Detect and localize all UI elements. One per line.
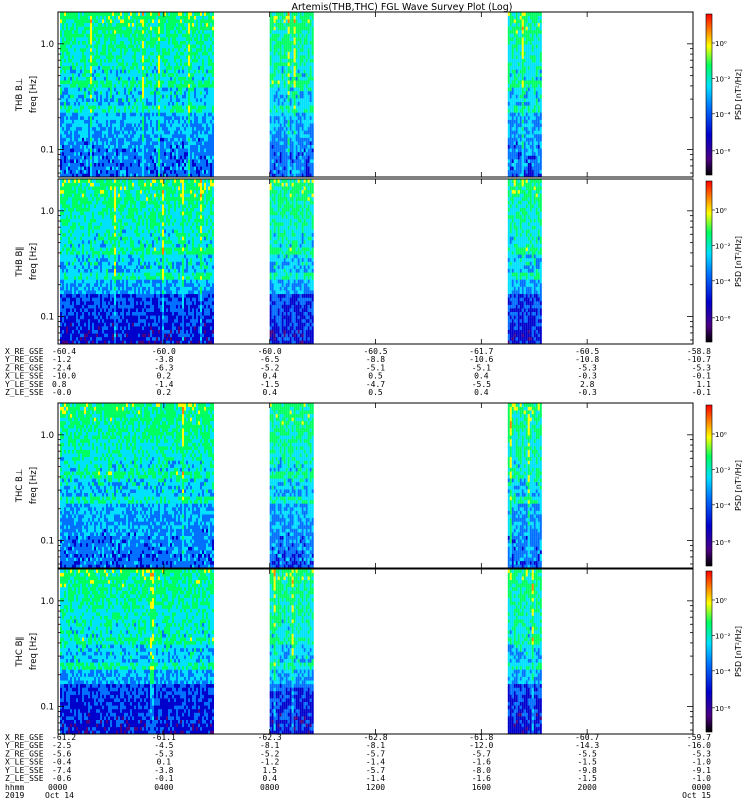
panel-ylabel: THC B∥	[15, 636, 25, 667]
ephemeris-value: -1.0	[692, 774, 711, 783]
freq-tick-label: 1.0	[40, 40, 54, 50]
colorbar-tick-label: 10⁰	[715, 597, 727, 605]
spectrogram-interval-1	[60, 179, 214, 344]
wave-survey-figure: Artemis(THB,THC) FGL Wave Survey Plot (L…	[0, 0, 750, 800]
ephemeris-value: -1.6	[472, 774, 491, 783]
spectrogram-interval-3	[508, 403, 542, 568]
ephemeris-value: 0.4	[262, 774, 277, 783]
colorbar-tick-label: 10⁻⁴	[715, 502, 731, 510]
panel-thc-bperp: 1.0 0.1 THC B⊥ freq [Hz] 10⁰ 10⁻² 10⁻⁴ 10⁻⁶ PSD …	[15, 403, 743, 568]
colorbar-tick-label: 10⁻⁶	[715, 539, 731, 547]
time-row-label: 2019	[5, 791, 24, 800]
colorbar-tick-label: 10⁰	[715, 207, 727, 215]
panel-ylabel: THC B⊥	[15, 469, 25, 503]
ephemeris-value: -0.6	[52, 774, 71, 783]
colorbar: 10⁰ 10⁻² 10⁻⁴ 10⁻⁶ PSD [nT²/Hz]	[706, 14, 743, 175]
spectrogram-interval-2	[270, 179, 314, 344]
spectrogram-interval-3	[508, 12, 542, 177]
ephemeris-value: -0.3	[578, 388, 597, 397]
time-tick-label: 1200	[366, 783, 385, 792]
colorbar-tick-label: 10⁻⁶	[715, 315, 731, 323]
panel-yunit: freq [Hz]	[29, 467, 39, 504]
colorbar-tick-label: 10⁰	[715, 40, 727, 48]
colorbar-label: PSD [nT²/Hz]	[734, 69, 743, 120]
ephemeris-value: 0.4	[474, 388, 489, 397]
spectrogram-interval-3	[508, 569, 542, 734]
colorbar-gradient	[706, 14, 712, 175]
ephemeris-thb: X_RE_GSE -60.4 -60.0 -60.0 -60.5 -61.7 -60.5 -5…	[5, 347, 711, 397]
chart-title: Artemis(THB,THC) FGL Wave Survey Plot (L…	[292, 2, 513, 13]
colorbar-gradient	[706, 571, 712, 732]
date-label: Oct 14	[45, 791, 74, 800]
freq-tick-label: 0.1	[40, 537, 54, 547]
time-tick-label: 0400	[154, 783, 173, 792]
colorbar-tick-label: 10⁻⁶	[715, 705, 731, 713]
colorbar-tick-label: 10⁻²	[715, 75, 731, 83]
colorbar: 10⁰ 10⁻² 10⁻⁴ 10⁻⁶ PSD [nT²/Hz]	[706, 571, 743, 732]
colorbar-tick-label: 10⁰	[715, 431, 727, 439]
panel-yunit: freq [Hz]	[29, 243, 39, 280]
time-tick-label: 1600	[472, 783, 491, 792]
panel-yunit: freq [Hz]	[29, 76, 39, 113]
ephemeris-row-label: Z_LE_SSE	[5, 774, 44, 783]
ephemeris-value: -0.1	[154, 774, 173, 783]
ephemeris-thc: X_RE_GSE -61.2 -61.1 -62.3 -62.8 -61.8 -60.7 -5…	[5, 733, 711, 783]
colorbar-gradient	[706, 405, 712, 566]
spectrogram-interval-2	[270, 403, 314, 568]
freq-tick-label: 1.0	[40, 431, 54, 441]
ephemeris-value: -1.4	[366, 774, 385, 783]
spectrogram-interval-2	[270, 12, 314, 177]
panel-thc-bpar: 1.0 0.1 THC B∥ freq [Hz] 10⁰ 10⁻² 10⁻⁴ 10⁻⁶ PSD …	[15, 569, 743, 734]
colorbar-tick-label: 10⁻⁴	[715, 111, 731, 119]
spectrogram-interval-1	[60, 569, 214, 734]
ephemeris-value: 0.2	[157, 388, 172, 397]
ephemeris-value: 0.5	[368, 388, 383, 397]
colorbar-tick-label: 10⁻⁴	[715, 668, 731, 676]
colorbar-label: PSD [nT²/Hz]	[734, 236, 743, 287]
freq-tick-label: 1.0	[40, 207, 54, 217]
spectrogram-interval-2	[270, 569, 314, 734]
colorbar-tick-label: 10⁻²	[715, 466, 731, 474]
spectrogram-interval-1	[60, 12, 214, 177]
ephemeris-value: -0.0	[52, 388, 71, 397]
time-tick-label: 0800	[260, 783, 279, 792]
colorbar-gradient	[706, 181, 712, 342]
panel-thb-bpar: 1.0 0.1 THB B∥ freq [Hz] 10⁰ 10⁻² 10⁻⁴ 10⁻⁶ PSD …	[15, 179, 743, 344]
colorbar-tick-label: 10⁻⁴	[715, 278, 731, 286]
ephemeris-value: -1.5	[578, 774, 597, 783]
date-label: Oct 15	[682, 791, 711, 800]
ephemeris-row-label: Z_LE_SSE	[5, 388, 44, 397]
freq-tick-label: 0.1	[40, 703, 54, 713]
colorbar: 10⁰ 10⁻² 10⁻⁴ 10⁻⁶ PSD [nT²/Hz]	[706, 405, 743, 566]
panel-ylabel: THB B∥	[15, 246, 25, 277]
freq-tick-label: 0.1	[40, 146, 54, 156]
colorbar-tick-label: 10⁻²	[715, 242, 731, 250]
time-tick-label: 2000	[578, 783, 597, 792]
colorbar-tick-label: 10⁻⁶	[715, 148, 731, 156]
ephemeris-value: -0.1	[692, 388, 711, 397]
panel-ylabel: THB B⊥	[15, 78, 25, 112]
spectrogram-interval-3	[508, 179, 542, 344]
spectrogram-interval-1	[60, 403, 214, 568]
panel-yunit: freq [Hz]	[29, 633, 39, 670]
ephemeris-value: 0.4	[262, 388, 277, 397]
panel-thb-bperp: 1.0 0.1 THB B⊥ freq [Hz] 10⁰ 10⁻² 10⁻⁴ 10⁻⁶ PSD …	[15, 12, 743, 177]
colorbar: 10⁰ 10⁻² 10⁻⁴ 10⁻⁶ PSD [nT²/Hz]	[706, 181, 743, 342]
colorbar-label: PSD [nT²/Hz]	[734, 626, 743, 677]
colorbar-tick-label: 10⁻²	[715, 632, 731, 640]
freq-tick-label: 1.0	[40, 597, 54, 607]
freq-tick-label: 0.1	[40, 313, 54, 323]
colorbar-label: PSD [nT²/Hz]	[734, 460, 743, 511]
